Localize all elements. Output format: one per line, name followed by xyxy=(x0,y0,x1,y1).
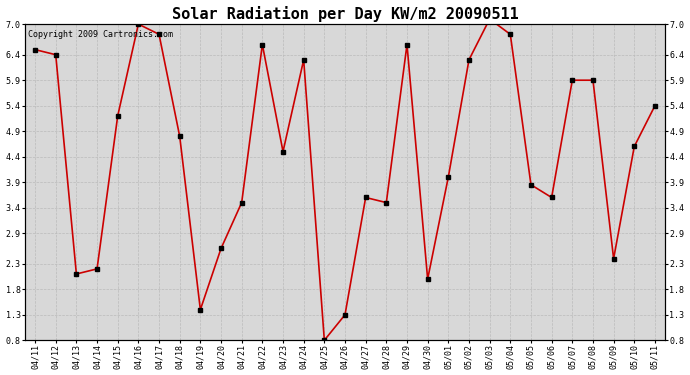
Title: Solar Radiation per Day KW/m2 20090511: Solar Radiation per Day KW/m2 20090511 xyxy=(172,6,518,21)
Text: Copyright 2009 Cartronics.com: Copyright 2009 Cartronics.com xyxy=(28,30,173,39)
